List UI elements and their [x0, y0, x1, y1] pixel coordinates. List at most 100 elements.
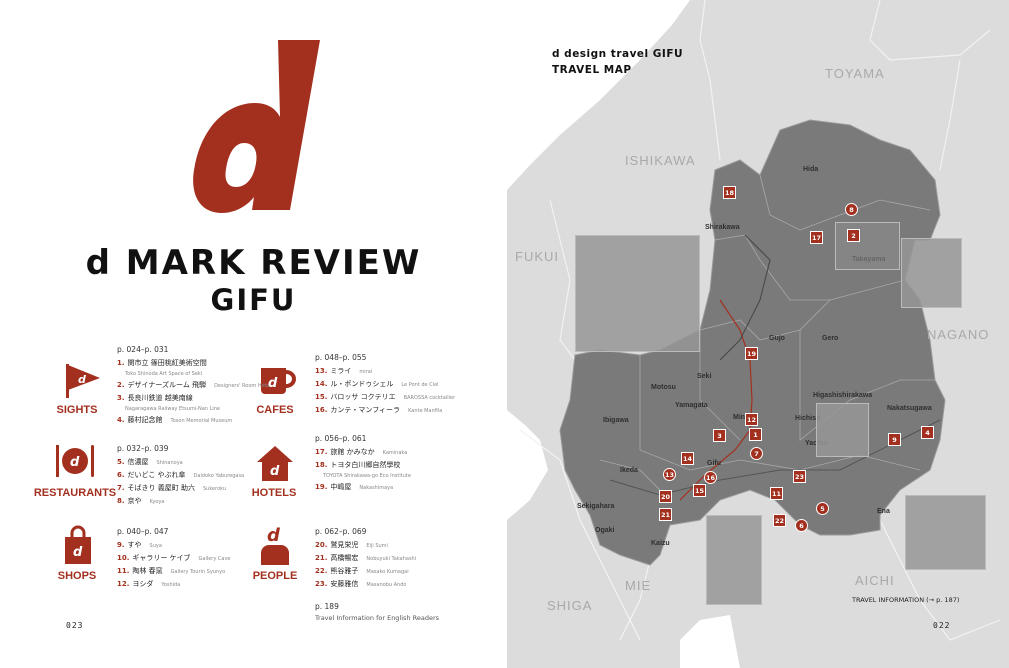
map-marker-21[interactable]: 21 — [659, 508, 672, 521]
prefecture-label: NAGANO — [927, 327, 990, 342]
list-item: 13. ミライ mirai — [315, 365, 455, 378]
map-marker-4[interactable]: 4 — [921, 426, 934, 439]
page-range: p. 048–p. 055 — [315, 353, 367, 362]
item-name-en: Nobuyuki Takahashi — [366, 556, 417, 562]
road-line — [719, 234, 771, 361]
map-marker-14[interactable]: 14 — [681, 452, 694, 465]
legend-box-central — [816, 403, 869, 457]
item-name-ja: ギャラリー ケイブ — [132, 554, 191, 562]
bay-area-south — [680, 615, 740, 668]
category-label-cafes: CAFES — [256, 404, 294, 416]
svg-text:d: d — [270, 464, 280, 479]
item-number: 14. — [315, 380, 328, 388]
item-name-ja: すや — [127, 541, 142, 549]
page-number-left: 023 — [66, 621, 84, 630]
travel-map: d design travel GIFU TRAVEL MAP TOYAMA IS… — [507, 0, 1009, 668]
region-label: Shirakawa — [705, 224, 740, 231]
svg-text:d: d — [70, 455, 80, 470]
prefecture-label: TOYAMA — [825, 66, 885, 81]
people-list: p. 062–p. 069 20. 鷲見栄児 Eiji Sumi 21. 高橋暢宏 Nobu… — [315, 526, 416, 591]
item-number: 19. — [315, 483, 328, 491]
item-number: 20. — [315, 541, 328, 549]
item-name-ja: 旅館 かみなか — [330, 448, 375, 456]
item-number: 17. — [315, 448, 328, 456]
item-number: 18. — [315, 461, 328, 469]
item-name-ja: ヨシダ — [132, 580, 154, 588]
map-marker-9[interactable]: 9 — [888, 433, 901, 446]
map-marker-8[interactable]: 8 — [845, 203, 858, 216]
item-name-en: Kaminaka — [382, 450, 408, 456]
shopping-bag-icon: d — [65, 525, 91, 564]
item-name-en: Suya — [149, 543, 162, 549]
item-name-en: Gallery Tourin Syunyo — [170, 569, 226, 575]
list-item: 5. 信濃屋 Shinanoya — [117, 456, 244, 469]
item-number: 13. — [315, 367, 328, 375]
map-marker-15[interactable]: 15 — [693, 484, 706, 497]
svg-text:d: d — [73, 545, 83, 560]
map-marker-5[interactable]: 5 — [816, 502, 829, 515]
category-label-people: PEOPLE — [252, 570, 298, 582]
map-marker-17[interactable]: 17 — [810, 231, 823, 244]
item-name-ja: そばきり 義屋町 助六 — [127, 484, 195, 492]
page-range: p. 024–p. 031 — [117, 345, 169, 354]
sights-list: p. 024–p. 031 1. 関市立 篠田桃紅美術空間 Toko Shinoda … — [117, 344, 269, 427]
list-item: 23. 安藤雅信 Masanobu Ando — [315, 578, 416, 591]
item-number: 5. — [117, 458, 125, 466]
region-label: Ogaki — [595, 527, 615, 534]
item-name-ja: ル・ポンドゥシェル — [330, 380, 394, 388]
english-readers-link: Travel Information for English Readers — [315, 614, 440, 622]
item-name-en: Yoshida — [161, 582, 181, 588]
item-number: 3. — [117, 394, 125, 402]
item-name-en: Sukeroku — [202, 486, 227, 492]
prefecture-label: ISHIKAWA — [625, 153, 696, 168]
map-marker-12[interactable]: 12 — [745, 413, 758, 426]
page-range: p. 062–p. 069 — [315, 527, 367, 536]
item-number: 8. — [117, 497, 125, 505]
map-marker-22[interactable]: 22 — [773, 514, 786, 527]
region-label: Yamagata — [675, 402, 708, 409]
travel-information-link: TRAVEL INFORMATION (→ p. 187) — [852, 596, 960, 604]
list-item: 11. 陶林 春窯 Gallery Tourin Syunyo — [117, 565, 231, 578]
map-marker-18[interactable]: 18 — [723, 186, 736, 199]
item-name-ja: バロッサ コクテリエ — [330, 393, 396, 401]
map-marker-7[interactable]: 7 — [750, 447, 763, 460]
map-marker-3[interactable]: 3 — [713, 429, 726, 442]
item-name-ja: 高橋暢宏 — [330, 554, 359, 562]
item-name-ja: ミライ — [330, 367, 352, 375]
map-marker-13[interactable]: 13 — [663, 468, 676, 481]
map-marker-2[interactable]: 2 — [847, 229, 860, 242]
region-label: Hida — [803, 166, 819, 173]
item-number: 22. — [315, 567, 328, 575]
d-logo — [193, 40, 320, 213]
shops-list: p. 040–p. 047 9. すや Suya 10. ギャラリー ケイブ Gallery… — [117, 526, 231, 591]
map-marker-19[interactable]: 19 — [745, 347, 758, 360]
map-marker-20[interactable]: 20 — [659, 490, 672, 503]
item-name-ja: 陶林 春窯 — [132, 567, 163, 575]
map-marker-16[interactable]: 16 — [704, 471, 717, 484]
list-item: 6. だいどこ やぶれ傘 Daidoko Yaburegasa — [117, 469, 244, 482]
item-name-ja: 関市立 篠田桃紅美術空間 — [127, 359, 207, 367]
list-item: 10. ギャラリー ケイブ Gallery Cave — [117, 552, 231, 565]
item-number: 10. — [117, 554, 130, 562]
map-marker-23[interactable]: 23 — [793, 470, 806, 483]
map-marker-11[interactable]: 11 — [770, 487, 783, 500]
item-name-en: Kyoya — [149, 499, 165, 505]
list-item: 1. 関市立 篠田桃紅美術空間 Toko Shinoda Art Space of … — [117, 357, 269, 379]
prefecture-label: FUKUI — [515, 249, 559, 264]
category-label-sights: SIGHTS — [56, 404, 98, 416]
list-item: 7. そばきり 義屋町 助六 Sukeroku — [117, 482, 244, 495]
prefecture-label: SHIGA — [547, 598, 593, 613]
category-label-hotels: HOTELS — [251, 487, 297, 499]
item-name-en: Nakashimaya — [359, 485, 394, 491]
item-name-en: Shinanoya — [156, 460, 183, 466]
map-marker-6[interactable]: 6 — [795, 519, 808, 532]
list-item: 12. ヨシダ Yoshida — [117, 578, 231, 591]
list-item: 3. 長良川鉄道 越美南線 Nagaragawa Railway Etsumi-Na… — [117, 392, 269, 414]
region-label: Gifu — [707, 460, 721, 467]
region-label: Motosu — [651, 384, 676, 391]
plate-cutlery-icon: d — [56, 445, 94, 477]
item-number: 23. — [315, 580, 328, 588]
item-name-ja: 鷲見栄児 — [330, 541, 359, 549]
svg-text:d: d — [78, 373, 86, 386]
map-marker-1[interactable]: 1 — [749, 428, 762, 441]
